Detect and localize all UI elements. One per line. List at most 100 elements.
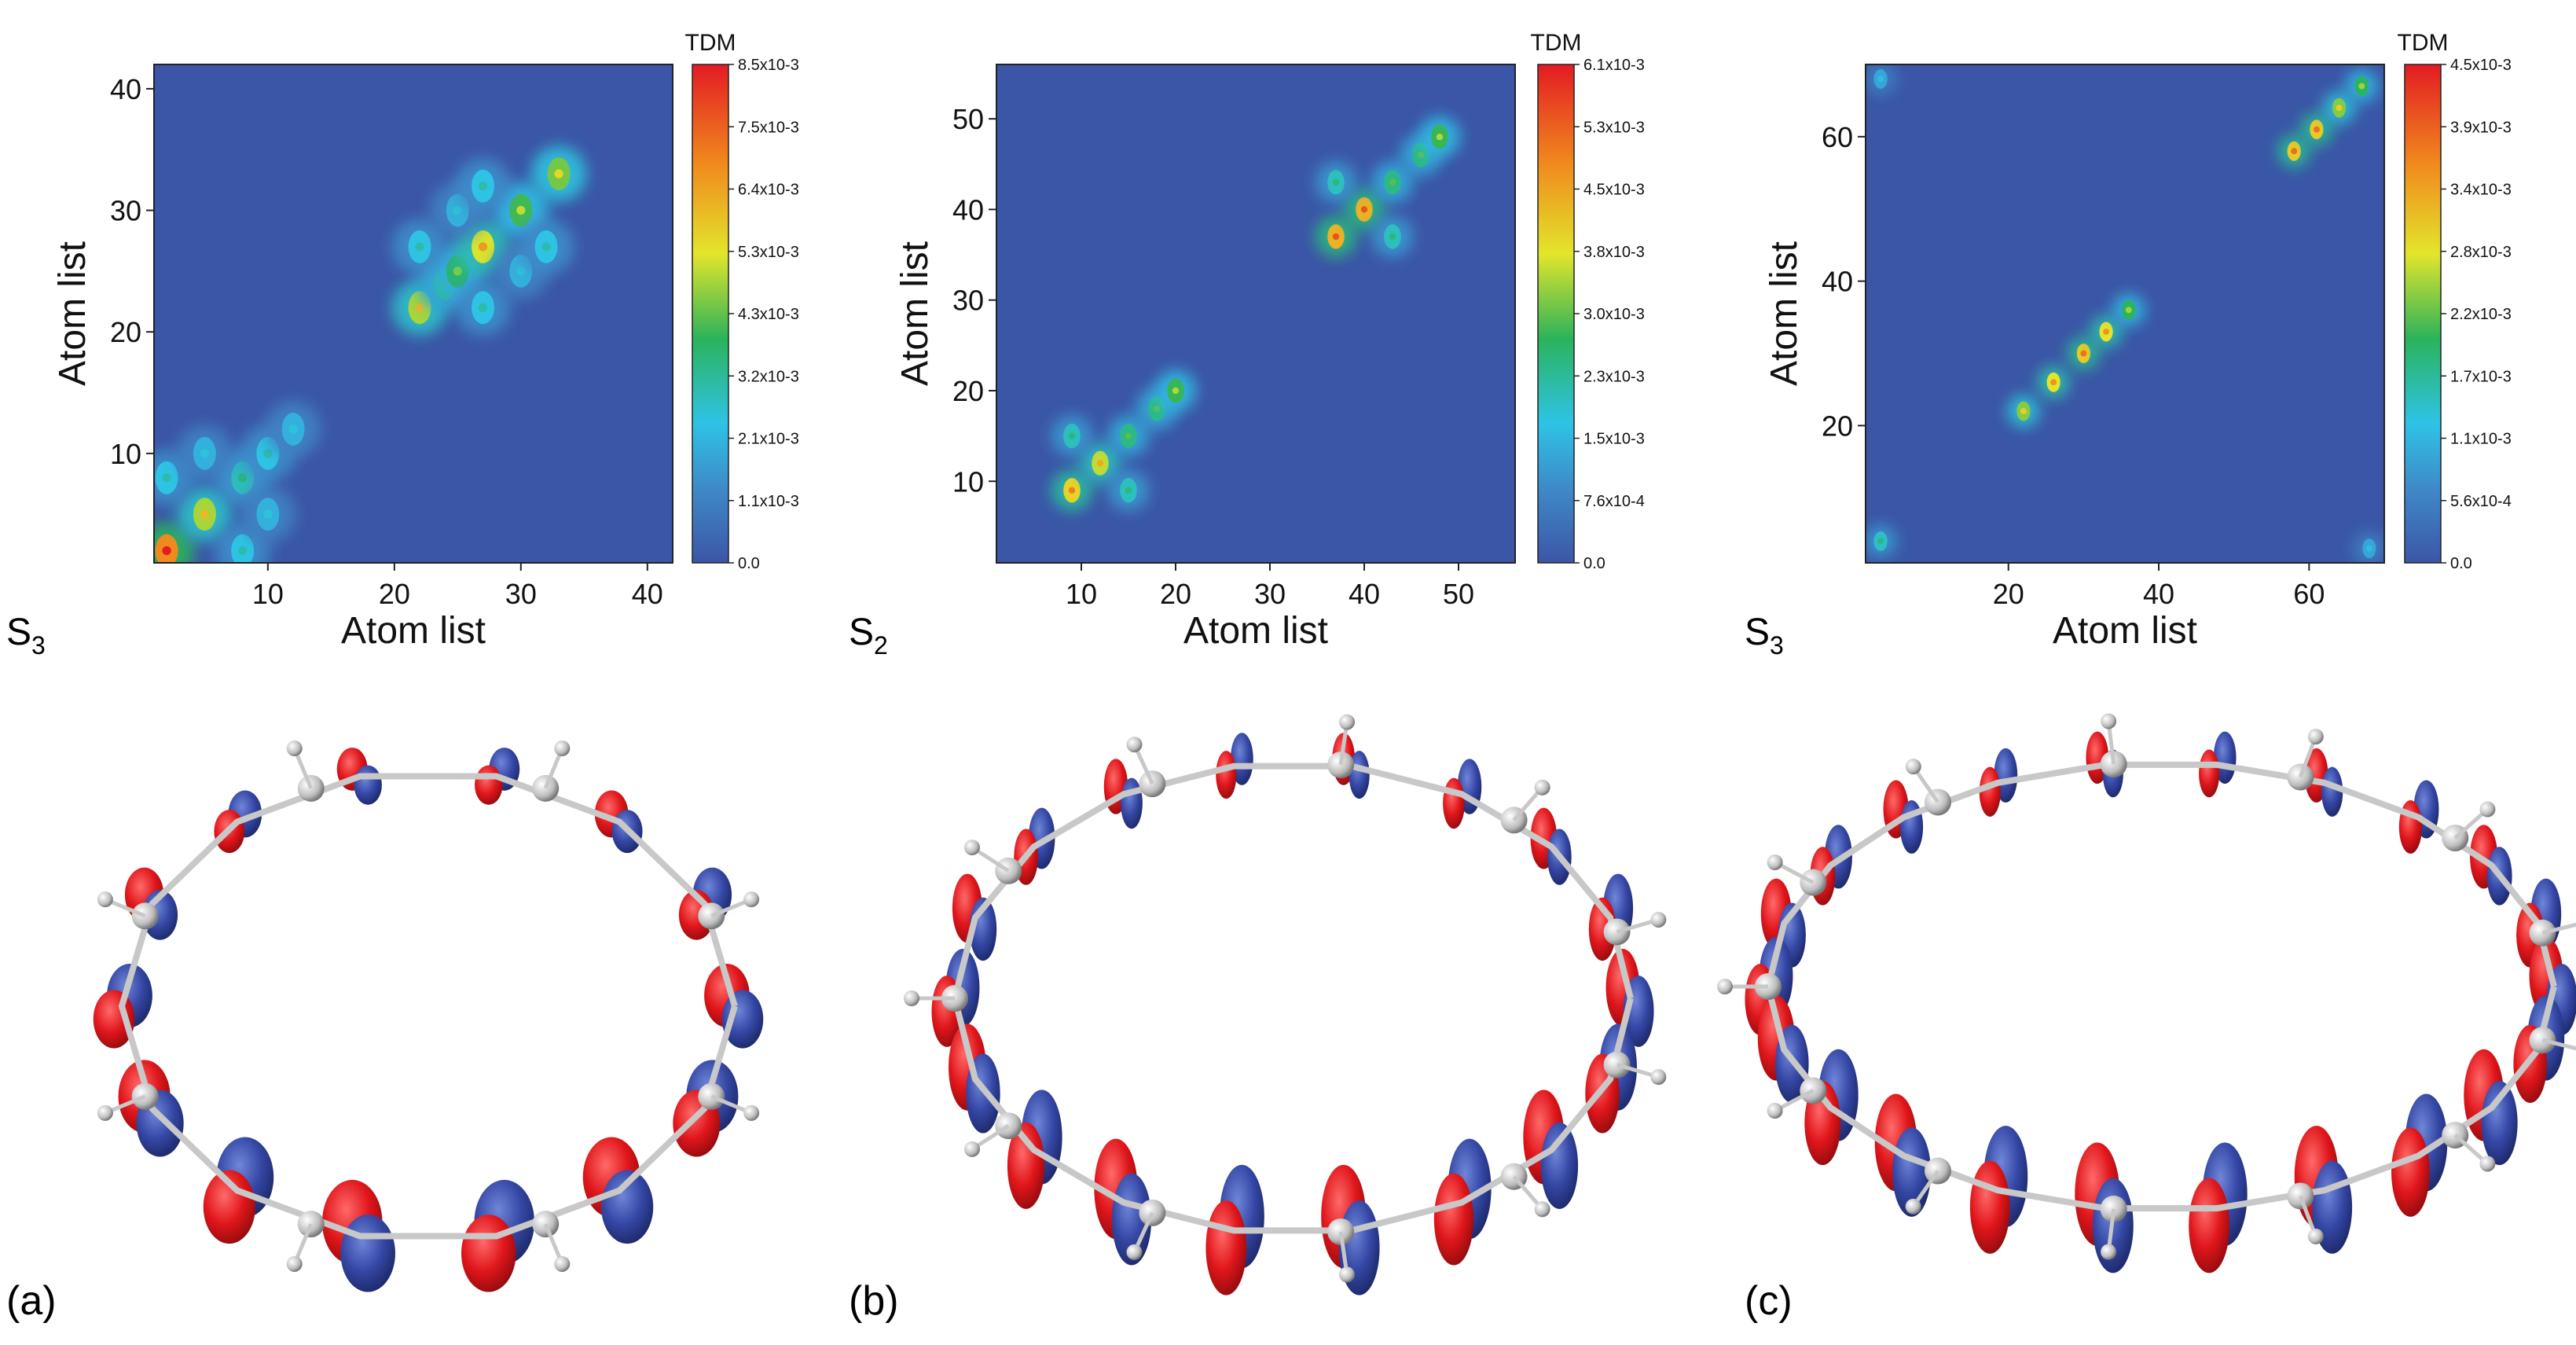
x-tick-label: 10 bbox=[1066, 578, 1097, 610]
colorbar-tick-label: 5.3x10-3 bbox=[738, 244, 799, 261]
hotspot-core bbox=[2103, 328, 2110, 335]
orbital-lobe-positive bbox=[1979, 766, 2001, 817]
hotspot-core bbox=[1125, 432, 1132, 439]
hotspot-core bbox=[1389, 178, 1396, 186]
orbital-lobe-negative bbox=[1111, 1173, 1152, 1266]
x-tick-label: 40 bbox=[632, 578, 663, 610]
orbital-lobe-negative bbox=[1540, 1122, 1579, 1209]
y-tick-label: 10 bbox=[110, 438, 141, 470]
hotspot-layer bbox=[1051, 116, 1461, 512]
hydrogen-atom bbox=[743, 1104, 760, 1121]
heatmap-panel-c: 20 40 60 20 40 60 Atom list Atom list TDM4.5x10-… bbox=[1763, 30, 2512, 652]
hotspot-layer bbox=[1866, 64, 2384, 563]
colorbar-tick-label: 2.8x10-3 bbox=[2450, 244, 2512, 261]
y-tick-label: 40 bbox=[952, 193, 984, 226]
hotspot-core bbox=[1360, 206, 1368, 213]
state-label-b: S2 bbox=[849, 612, 888, 660]
hotspot-core bbox=[1332, 178, 1340, 186]
y-tick-label: 10 bbox=[952, 465, 984, 498]
colorbar-tick-label: 3.4x10-3 bbox=[2450, 182, 2512, 199]
hotspot-core bbox=[2080, 350, 2087, 357]
hotspot-core bbox=[200, 509, 210, 519]
hotspot-core bbox=[1068, 432, 1076, 439]
orbital-lobe-negative bbox=[601, 1170, 654, 1244]
orbital-lobe-positive bbox=[461, 1215, 516, 1292]
orbital-lobe-positive bbox=[1433, 1173, 1474, 1266]
plot-frame bbox=[153, 64, 673, 564]
hotspot-core bbox=[2050, 379, 2057, 386]
panel-label-c: (c) bbox=[1745, 1278, 1793, 1324]
orbital-ring-b bbox=[904, 714, 1667, 1295]
colorbar-tick-label: 7.6x10-4 bbox=[1583, 493, 1645, 510]
hotspot-core bbox=[2291, 148, 2298, 155]
colorbar-tick-label: 0.0 bbox=[738, 555, 760, 572]
hydrogen-atom bbox=[1126, 737, 1143, 753]
hydrogen-atom bbox=[1339, 1266, 1356, 1283]
plot-frame bbox=[996, 64, 1516, 564]
hotspot-core bbox=[1172, 387, 1180, 395]
hotspot-core bbox=[288, 424, 298, 434]
hydrogen-atom bbox=[2479, 1156, 2496, 1172]
y-axis-label: Atom list bbox=[1763, 241, 1805, 386]
hydrogen-atom bbox=[963, 840, 980, 856]
hotspot-core bbox=[453, 266, 462, 276]
hydrogen-atom bbox=[1534, 779, 1550, 796]
colorbar-tick-label: 3.0x10-3 bbox=[1583, 306, 1645, 323]
y-tick-label: 40 bbox=[110, 73, 141, 105]
plot-frame bbox=[1865, 64, 2385, 564]
colorbar-gradient bbox=[1537, 64, 1575, 564]
hotspot-core bbox=[238, 546, 248, 556]
y-tick-label: 30 bbox=[110, 195, 141, 227]
hydrogen-atom bbox=[97, 891, 113, 908]
x-tick-label: 20 bbox=[379, 578, 410, 610]
hotspot-core bbox=[1096, 460, 1104, 467]
hotspot-core bbox=[162, 546, 171, 556]
y-axis-label: Atom list bbox=[52, 241, 94, 386]
hotspot-core bbox=[415, 242, 424, 252]
hotspot-core bbox=[453, 205, 462, 215]
x-tick-label: 40 bbox=[2143, 578, 2174, 610]
hotspot-core bbox=[478, 242, 488, 252]
hydrogen-atom bbox=[1767, 854, 1783, 870]
colorbar-tick-label: 0.0 bbox=[1583, 555, 1605, 572]
hydrogen-atom bbox=[2101, 713, 2117, 729]
y-tick-label: 20 bbox=[110, 316, 141, 348]
hotspot-core bbox=[554, 169, 563, 178]
bond-path bbox=[1764, 761, 2557, 1212]
colorbar-tick-label: 7.5x10-3 bbox=[738, 119, 799, 136]
hydrogen-atom bbox=[286, 740, 303, 757]
colorbar-tick-label: 1.1x10-3 bbox=[738, 493, 799, 510]
colorbar-tick-label: 3.9x10-3 bbox=[2450, 119, 2512, 136]
hotspot-core bbox=[1332, 233, 1340, 241]
y-tick-label: 30 bbox=[952, 285, 984, 317]
state-label-c: S3 bbox=[1745, 612, 1784, 660]
state-label-a: S3 bbox=[6, 612, 46, 660]
panel-label-b: (b) bbox=[849, 1278, 899, 1324]
hotspot-core bbox=[2313, 126, 2320, 133]
x-tick-label: 60 bbox=[2293, 578, 2325, 610]
colorbar-tick-label: 3.8x10-3 bbox=[1583, 244, 1645, 261]
colorbar-tick-label: 4.5x10-3 bbox=[2450, 57, 2512, 74]
colorbar-tick-label: 3.2x10-3 bbox=[738, 368, 799, 385]
hotspot-core bbox=[415, 303, 424, 312]
x-axis-label: Atom list bbox=[2053, 610, 2197, 652]
colorbar-tick-label: 1.5x10-3 bbox=[1583, 431, 1645, 448]
orbital-lobe-positive bbox=[203, 1170, 255, 1244]
hotspot-core bbox=[1125, 487, 1132, 494]
orbital-lobe-negative bbox=[1349, 751, 1370, 799]
x-axis-label: Atom list bbox=[1183, 610, 1328, 652]
colorbar-tick-label: 4.3x10-3 bbox=[738, 306, 799, 323]
hydrogen-atom bbox=[97, 1104, 113, 1121]
colorbar-title: TDM bbox=[1531, 30, 1582, 56]
colorbar-tick-label: 2.1x10-3 bbox=[738, 431, 799, 448]
hotspot-core bbox=[1877, 75, 1884, 83]
orbital-lobe-positive bbox=[1969, 1160, 2010, 1254]
colorbar-tick-label: 2.3x10-3 bbox=[1583, 368, 1645, 385]
orbital-lobe-positive bbox=[1007, 1122, 1045, 1209]
colorbar-tick-label: 2.2x10-3 bbox=[2450, 306, 2512, 323]
orbital-lobe-positive bbox=[2189, 1178, 2230, 1273]
colorbar-tick-label: 1.7x10-3 bbox=[2450, 368, 2512, 385]
hydrogen-atom bbox=[1905, 759, 1921, 775]
